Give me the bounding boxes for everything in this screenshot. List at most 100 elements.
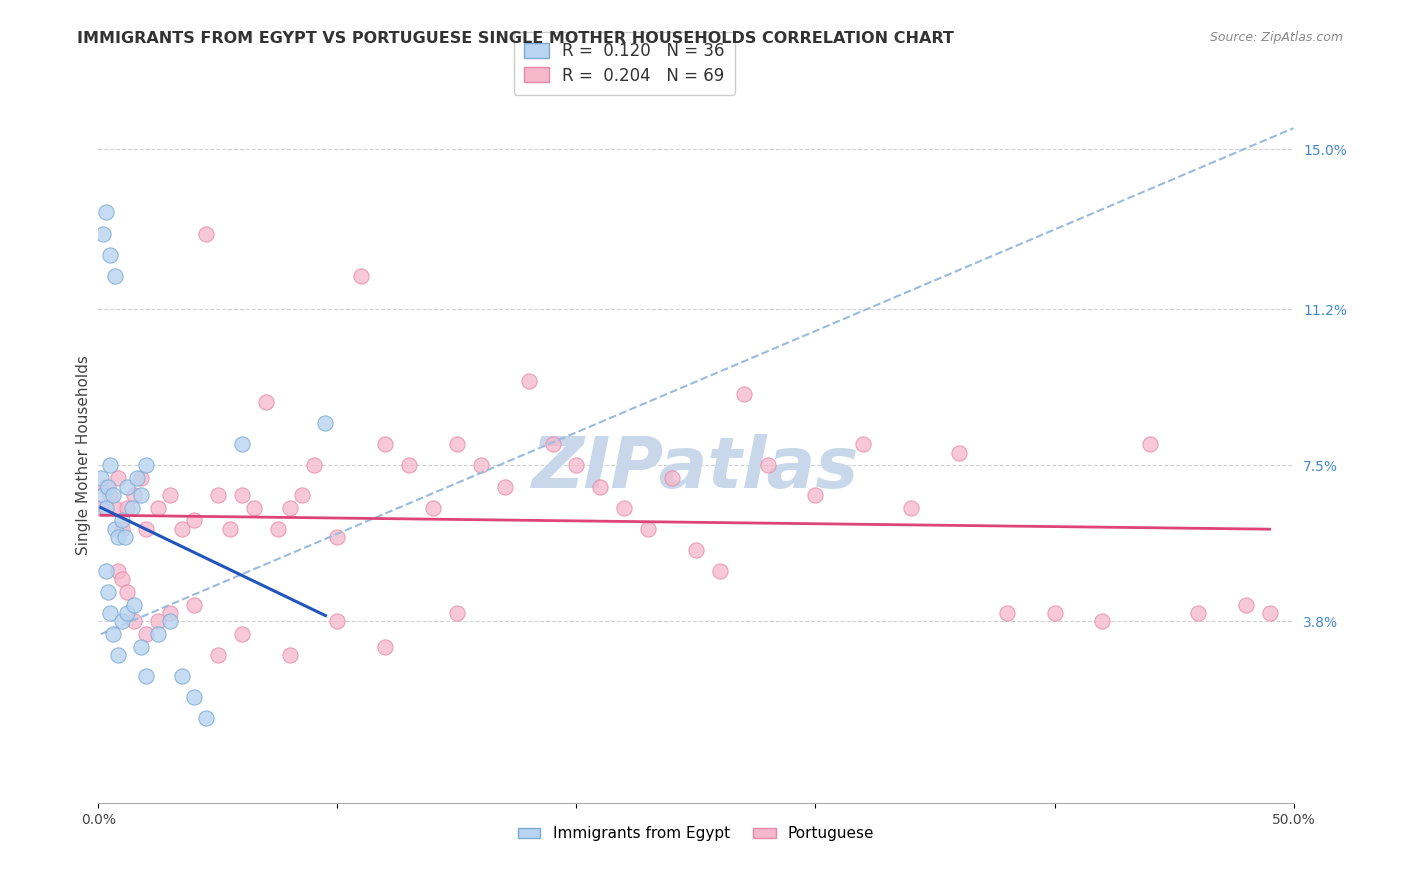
Portuguese <box>948 446 970 460</box>
Portuguese <box>709 564 731 578</box>
Immigrants from Egypt <box>115 479 138 493</box>
Portuguese <box>565 458 588 473</box>
Portuguese <box>159 488 181 502</box>
Portuguese <box>183 598 205 612</box>
Portuguese <box>302 458 325 473</box>
Immigrants from Egypt <box>91 488 114 502</box>
Portuguese <box>995 606 1018 620</box>
Portuguese <box>135 522 157 536</box>
Portuguese <box>398 458 420 473</box>
Immigrants from Egypt <box>97 585 120 599</box>
Immigrants from Egypt <box>94 500 117 515</box>
Portuguese <box>243 500 266 515</box>
Portuguese <box>1258 606 1281 620</box>
Immigrants from Egypt <box>114 530 136 544</box>
Portuguese <box>98 488 122 502</box>
Portuguese <box>107 471 129 485</box>
Portuguese <box>172 522 194 536</box>
Portuguese <box>104 500 127 515</box>
Portuguese <box>756 458 779 473</box>
Legend: Immigrants from Egypt, Portuguese: Immigrants from Egypt, Portuguese <box>512 820 880 847</box>
Immigrants from Egypt <box>148 627 170 641</box>
Portuguese <box>374 640 396 654</box>
Immigrants from Egypt <box>183 690 205 705</box>
Portuguese <box>291 488 314 502</box>
Text: ZIPatlas: ZIPatlas <box>533 434 859 503</box>
Immigrants from Egypt <box>124 598 146 612</box>
Portuguese <box>637 522 659 536</box>
Portuguese <box>219 522 242 536</box>
Portuguese <box>350 268 373 283</box>
Portuguese <box>111 522 134 536</box>
Portuguese <box>1187 606 1209 620</box>
Portuguese <box>446 437 468 451</box>
Portuguese <box>124 488 146 502</box>
Portuguese <box>446 606 468 620</box>
Portuguese <box>135 627 157 641</box>
Immigrants from Egypt <box>135 458 157 473</box>
Portuguese <box>517 374 540 388</box>
Immigrants from Egypt <box>111 615 134 629</box>
Portuguese <box>107 564 129 578</box>
Portuguese <box>94 479 117 493</box>
Immigrants from Egypt <box>98 247 122 261</box>
Portuguese <box>852 437 875 451</box>
Portuguese <box>661 471 683 485</box>
Portuguese <box>254 395 277 409</box>
Immigrants from Egypt <box>90 471 112 485</box>
Immigrants from Egypt <box>131 640 153 654</box>
Portuguese <box>541 437 564 451</box>
Immigrants from Egypt <box>135 669 157 683</box>
Portuguese <box>159 606 181 620</box>
Portuguese <box>124 615 146 629</box>
Text: IMMIGRANTS FROM EGYPT VS PORTUGUESE SINGLE MOTHER HOUSEHOLDS CORRELATION CHART: IMMIGRANTS FROM EGYPT VS PORTUGUESE SING… <box>77 31 955 46</box>
Immigrants from Egypt <box>107 648 129 663</box>
Portuguese <box>589 479 612 493</box>
Immigrants from Egypt <box>101 627 124 641</box>
Portuguese <box>900 500 922 515</box>
Portuguese <box>231 627 253 641</box>
Portuguese <box>804 488 827 502</box>
Portuguese <box>115 500 138 515</box>
Portuguese <box>207 648 229 663</box>
Portuguese <box>195 227 218 241</box>
Text: Source: ZipAtlas.com: Source: ZipAtlas.com <box>1209 31 1343 45</box>
Portuguese <box>494 479 516 493</box>
Immigrants from Egypt <box>115 606 138 620</box>
Immigrants from Egypt <box>104 522 127 536</box>
Immigrants from Egypt <box>98 606 122 620</box>
Immigrants from Egypt <box>121 500 143 515</box>
Immigrants from Egypt <box>172 669 194 683</box>
Portuguese <box>326 530 349 544</box>
Portuguese <box>231 488 253 502</box>
Portuguese <box>267 522 290 536</box>
Immigrants from Egypt <box>159 615 181 629</box>
Y-axis label: Single Mother Households: Single Mother Households <box>76 355 91 555</box>
Immigrants from Egypt <box>315 417 337 431</box>
Portuguese <box>374 437 396 451</box>
Immigrants from Egypt <box>97 479 120 493</box>
Portuguese <box>326 615 349 629</box>
Portuguese <box>148 500 170 515</box>
Immigrants from Egypt <box>131 488 153 502</box>
Portuguese <box>1234 598 1257 612</box>
Immigrants from Egypt <box>101 488 124 502</box>
Immigrants from Egypt <box>125 471 148 485</box>
Portuguese <box>90 500 112 515</box>
Portuguese <box>470 458 492 473</box>
Portuguese <box>131 471 153 485</box>
Immigrants from Egypt <box>94 564 117 578</box>
Immigrants from Egypt <box>107 530 129 544</box>
Portuguese <box>148 615 170 629</box>
Immigrants from Egypt <box>94 205 117 219</box>
Portuguese <box>278 500 301 515</box>
Portuguese <box>111 572 134 586</box>
Immigrants from Egypt <box>111 513 134 527</box>
Immigrants from Egypt <box>104 268 127 283</box>
Portuguese <box>685 542 707 557</box>
Portuguese <box>422 500 444 515</box>
Portuguese <box>613 500 636 515</box>
Portuguese <box>278 648 301 663</box>
Immigrants from Egypt <box>91 227 114 241</box>
Portuguese <box>183 513 205 527</box>
